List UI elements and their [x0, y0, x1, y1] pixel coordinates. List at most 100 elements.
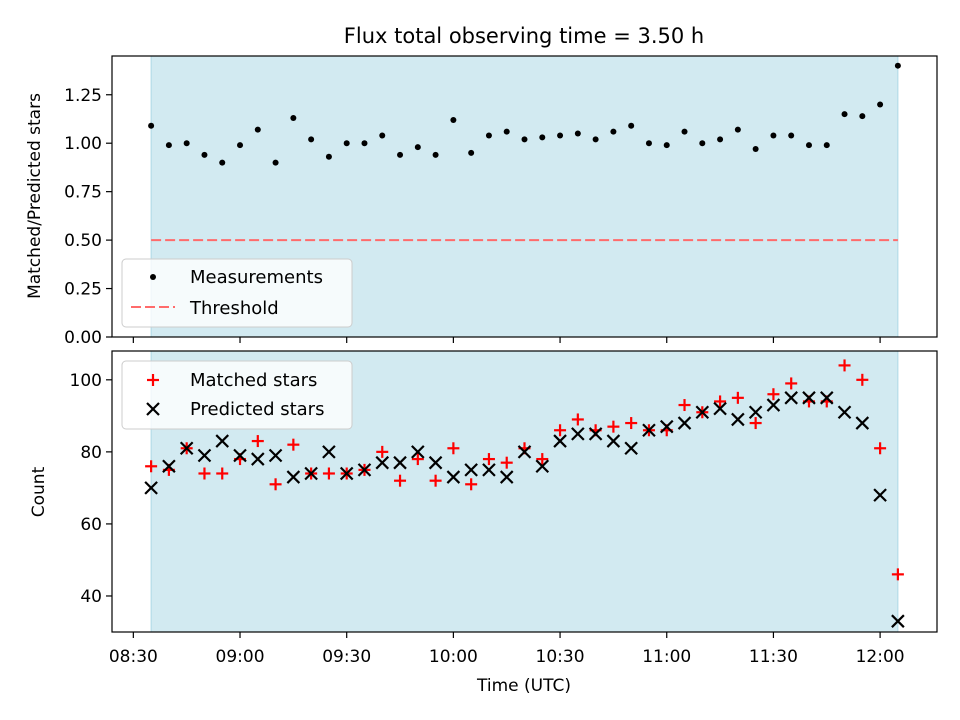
measurement-point [361, 140, 368, 147]
measurement-point [717, 136, 724, 143]
predicted-star-point [162, 459, 176, 474]
predicted-star-point [802, 391, 816, 405]
predicted-star-point [268, 448, 283, 463]
legend-matched-label: Matched stars [190, 370, 317, 391]
top-y-axis-label: Matched/Predicted stars [25, 93, 45, 299]
measurement-point [859, 113, 866, 120]
matched-star-point [447, 442, 460, 455]
predicted-star-point [322, 445, 336, 459]
matched-star-point [856, 373, 869, 386]
predicted-star-point [339, 466, 354, 481]
predicted-star-point [713, 401, 727, 416]
top-y-tick-label: 1.25 [64, 86, 102, 106]
predicted-star-point [304, 466, 318, 481]
matched-star-point [376, 445, 389, 458]
measurement-point [485, 132, 492, 139]
measurement-point [894, 62, 901, 69]
measurement-point [254, 126, 261, 133]
matched-star-point [571, 413, 584, 426]
predicted-star-point [179, 441, 194, 456]
bottom-x-ticks: 08:30 09:00 09:30 10:00 10:30 11:00 11:30 12:00 [109, 632, 905, 667]
predicted-star-point [482, 463, 496, 477]
bottom-y-tick-label: 40 [80, 587, 102, 607]
measurement-point [805, 142, 812, 149]
bottom-x-axis-label: Time (UTC) [476, 676, 571, 696]
bottom-legend-box [121, 360, 353, 430]
top-measurement-points [148, 62, 901, 166]
bottom-panel: 40 60 80 100 08:30 09:00 09:30 10:00 10:30 11:00… [29, 350, 938, 696]
predicted-star-point [766, 398, 781, 412]
measurement-point [539, 134, 546, 141]
top-legend: Measurements Threshold [121, 258, 353, 328]
matched-star-point [429, 474, 442, 487]
predicted-star-point [215, 434, 230, 448]
predicted-star-point [837, 405, 852, 420]
measurement-point [663, 142, 670, 149]
legend-measurements-marker [150, 274, 156, 280]
bottom-y-tick-label: 100 [70, 371, 102, 391]
measurement-point [770, 132, 777, 139]
matched-star-point [216, 467, 229, 480]
matched-star-point [554, 424, 567, 437]
measurement-point [681, 128, 688, 135]
predicted-star-point [411, 445, 425, 459]
bottom-x-tick-label: 10:30 [536, 647, 585, 667]
predicted-star-point [642, 423, 656, 438]
measurement-point [574, 130, 581, 137]
bottom-x-tick-label: 11:30 [749, 647, 798, 667]
legend-predicted-label: Predicted stars [190, 399, 324, 420]
predicted-star-point [393, 455, 407, 470]
predicted-star-point [535, 459, 550, 474]
matched-star-point [731, 391, 744, 404]
matched-star-point [678, 399, 691, 412]
bottom-x-tick-label: 12:00 [856, 647, 905, 667]
measurement-point [521, 136, 528, 143]
matched-star-point [536, 453, 549, 466]
matched-star-point [785, 377, 798, 390]
measurement-point [432, 151, 439, 158]
top-y-tick-label: 0.25 [64, 280, 102, 300]
predicted-star-point [233, 448, 247, 463]
bottom-x-tick-label: 10:00 [429, 647, 478, 667]
measurement-point [148, 122, 155, 129]
matched-star-point [625, 417, 638, 430]
measurement-point [788, 132, 795, 139]
predicted-star-point [446, 470, 461, 484]
bottom-x-tick-label: 09:30 [322, 647, 371, 667]
measurement-point [397, 151, 404, 158]
measurement-point [752, 146, 759, 153]
bottom-star-count-points [144, 359, 905, 628]
predicted-star-point [873, 488, 887, 502]
legend-predicted-marker [146, 402, 160, 416]
top-y-tick-label: 1.00 [64, 134, 102, 154]
measurement-point [450, 116, 457, 123]
legend-threshold-label: Threshold [189, 298, 279, 319]
measurement-point [379, 132, 386, 139]
measurement-point [414, 144, 421, 151]
matched-star-point [767, 388, 780, 401]
predicted-star-point [464, 463, 478, 477]
measurement-point [628, 122, 635, 129]
matched-star-point [874, 442, 887, 455]
matched-star-point [269, 478, 282, 491]
measurement-point [699, 140, 706, 147]
measurement-point [592, 136, 599, 143]
measurement-point [165, 142, 172, 149]
matched-star-point [838, 359, 851, 372]
bottom-legend: Matched stars Predicted stars [121, 360, 353, 430]
predicted-star-point [695, 405, 710, 420]
measurement-point [503, 128, 510, 135]
matched-star-point [322, 467, 335, 480]
figure-title: Flux total observing time = 3.50 h [344, 24, 704, 48]
predicted-star-point [571, 427, 585, 441]
predicted-star-point [144, 481, 158, 495]
top-axes-frame [111, 55, 938, 338]
legend-measurements-label: Measurements [190, 267, 323, 288]
top-y-ticks: 0.00 0.25 0.50 0.75 1.00 1.25 [64, 86, 112, 348]
predicted-star-point [606, 434, 621, 448]
measurement-point [734, 126, 741, 133]
bottom-x-tick-label: 11:00 [642, 647, 691, 667]
measurement-point [183, 140, 190, 147]
top-legend-box [121, 258, 353, 328]
